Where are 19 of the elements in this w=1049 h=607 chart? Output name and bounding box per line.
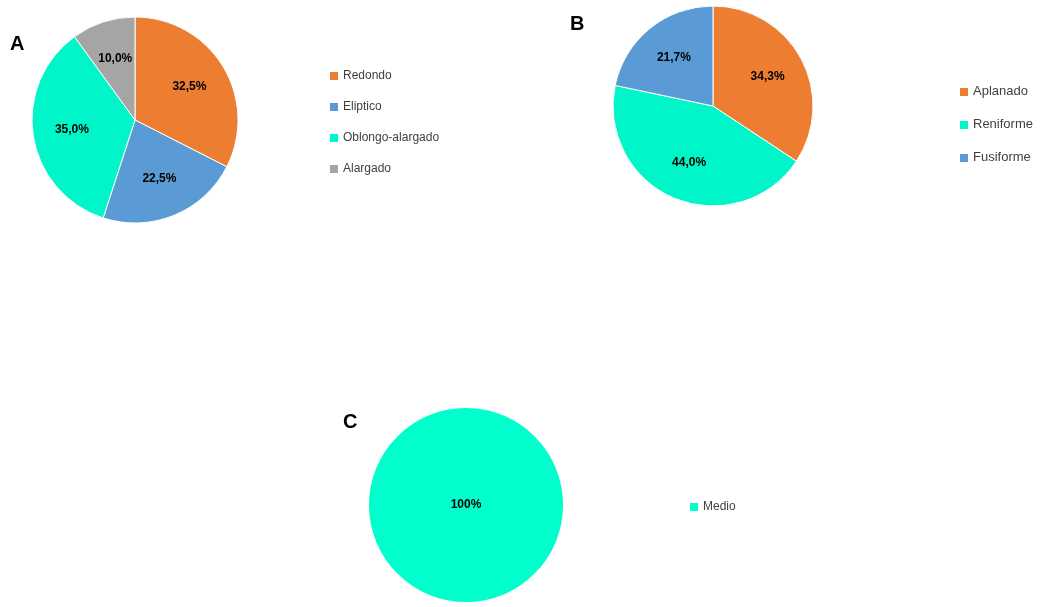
data-label: 21,7% [656, 50, 692, 65]
data-label: 22,5% [142, 171, 177, 186]
chart-title: B [570, 12, 585, 34]
data-label: 100% [450, 497, 482, 512]
legend-label: Aplanado [973, 83, 1028, 99]
data-label: 10,0% [98, 51, 133, 66]
text: A [10, 32, 25, 54]
data-label: 44,0% [672, 155, 707, 170]
legend-label: Medio [703, 499, 737, 514]
data-label: 34,3% [750, 68, 785, 83]
chart-title: C [343, 410, 358, 432]
legend-label: Eliptico [343, 99, 383, 114]
legend-label: Fusiforme [973, 149, 1031, 165]
legend-label: Reniforme [973, 116, 1033, 132]
data-label: 32,5% [172, 78, 207, 93]
legend-label: Redondo [343, 68, 393, 83]
data-label: 35,0% [54, 122, 90, 137]
legend-label: Oblongo-alargado [343, 130, 440, 145]
legend-label: Alargado [343, 161, 392, 176]
